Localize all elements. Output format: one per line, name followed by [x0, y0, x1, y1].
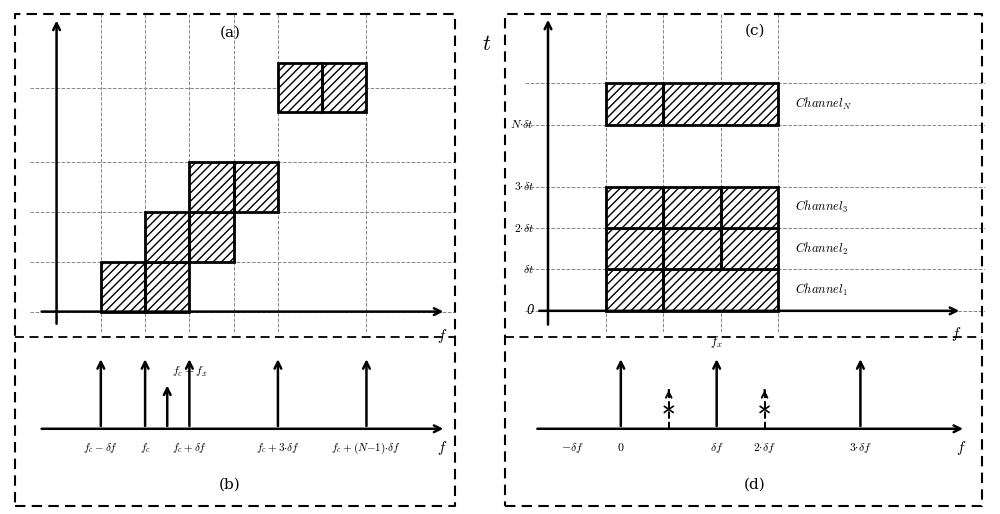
Bar — [101, 262, 189, 311]
Text: $2{\cdot}\delta t$: $2{\cdot}\delta t$ — [514, 222, 534, 234]
Bar — [606, 83, 778, 124]
Text: $\it{Channel_N}$: $\it{Channel_N}$ — [795, 96, 852, 112]
Bar — [278, 63, 366, 113]
Text: (a): (a) — [219, 26, 240, 40]
Text: $f_x$: $f_x$ — [710, 334, 723, 350]
Text: (b): (b) — [219, 478, 241, 491]
Text: (d): (d) — [744, 478, 766, 491]
Bar — [606, 228, 778, 269]
Text: $f_c-\delta f$: $f_c-\delta f$ — [83, 440, 118, 454]
Text: $3{\cdot}\delta f$: $3{\cdot}\delta f$ — [849, 440, 872, 454]
Text: $f$: $f$ — [437, 438, 447, 456]
Bar — [145, 212, 234, 262]
Text: $N{\cdot}\delta t$: $N{\cdot}\delta t$ — [510, 118, 534, 131]
Text: $0$: $0$ — [617, 440, 625, 454]
Text: 0: 0 — [527, 304, 534, 317]
Text: $\it{Channel_2}$: $\it{Channel_2}$ — [795, 241, 848, 257]
Text: $\it{Channel_1}$: $\it{Channel_1}$ — [795, 282, 848, 298]
Text: $-\delta f$: $-\delta f$ — [561, 440, 584, 454]
Text: (c): (c) — [745, 24, 765, 38]
Bar — [606, 269, 778, 311]
Text: $\delta t$: $\delta t$ — [523, 263, 534, 276]
Text: $f$: $f$ — [951, 325, 961, 343]
Text: $f_c+f_x$: $f_c+f_x$ — [172, 365, 207, 379]
Text: $f_c+3{\cdot}\delta f$: $f_c+3{\cdot}\delta f$ — [256, 440, 300, 454]
Text: $3{\cdot}\delta t$: $3{\cdot}\delta t$ — [514, 180, 534, 193]
Text: $\delta f$: $\delta f$ — [710, 440, 724, 454]
Bar — [189, 162, 278, 212]
Text: $\it{Channel_3}$: $\it{Channel_3}$ — [795, 199, 848, 215]
Text: $f_c+(N{-}1){\cdot}\delta f$: $f_c+(N{-}1){\cdot}\delta f$ — [331, 440, 401, 456]
Text: $f_c$: $f_c$ — [140, 440, 150, 454]
Text: $f$: $f$ — [956, 438, 966, 456]
Text: $t$: $t$ — [482, 33, 492, 56]
Bar — [606, 187, 778, 228]
Text: $f_c+\delta f$: $f_c+\delta f$ — [172, 440, 207, 454]
Text: $2{\cdot}\delta f$: $2{\cdot}\delta f$ — [753, 440, 776, 454]
Text: $f$: $f$ — [437, 326, 447, 344]
